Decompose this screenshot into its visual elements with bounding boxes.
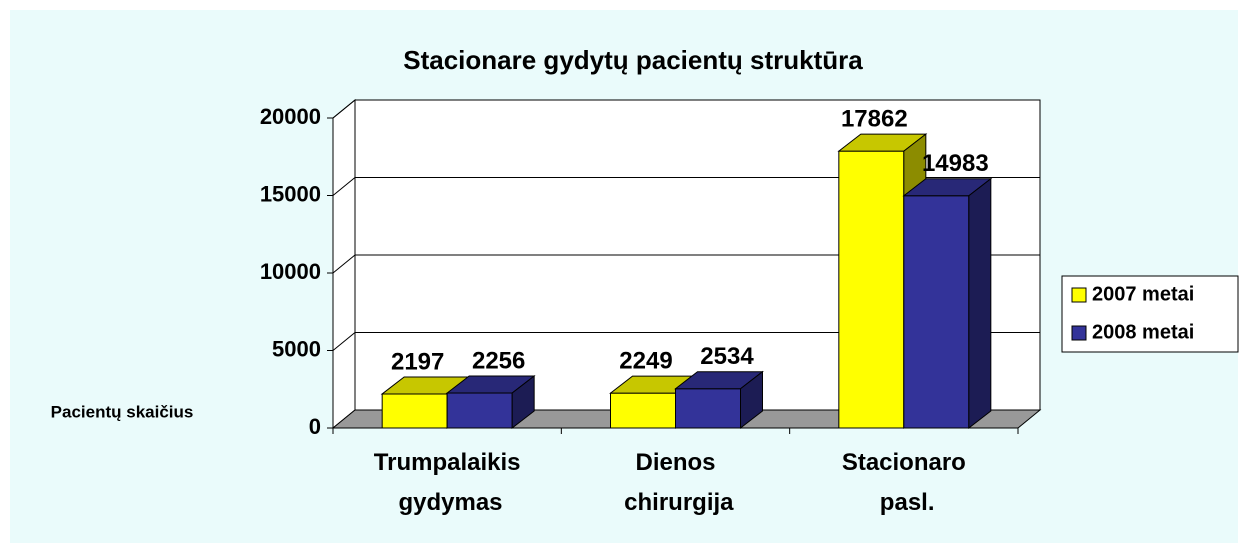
grid-line bbox=[332, 177, 1040, 196]
legend-swatch bbox=[1071, 287, 1087, 303]
y-axis-label: Pacientų skaičius bbox=[51, 402, 194, 421]
bar-front bbox=[675, 388, 741, 429]
grid-line bbox=[332, 254, 1040, 274]
data-label: 17862 bbox=[841, 105, 908, 132]
x-tick-label: Stacionaro pasl. bbox=[842, 449, 966, 516]
data-label: 2197 bbox=[391, 348, 444, 375]
bar-front bbox=[610, 392, 676, 429]
x-tick-label: Trumpalaikis gydymas bbox=[374, 449, 521, 516]
bar-front bbox=[446, 392, 513, 429]
x-tick-label: Dienos chirurgija bbox=[617, 449, 734, 516]
bar-front bbox=[381, 393, 448, 429]
legend-box bbox=[1061, 275, 1239, 353]
legend-label: 2008 metai bbox=[1092, 321, 1194, 343]
bar-side bbox=[968, 177, 992, 430]
grid-line bbox=[332, 332, 1040, 351]
y-tick-label: 10000 bbox=[260, 259, 321, 284]
bar-side bbox=[511, 375, 535, 430]
y-tick-label: 15000 bbox=[260, 181, 321, 206]
y-tick-label: 0 bbox=[309, 414, 321, 439]
bar-front bbox=[838, 150, 905, 429]
bar-side bbox=[740, 370, 763, 430]
grid-line bbox=[332, 99, 1040, 119]
legend-swatch bbox=[1071, 325, 1087, 341]
legend-label: 2007 metai bbox=[1092, 283, 1194, 305]
data-label: 2249 bbox=[619, 347, 672, 374]
y-tick-label: 5000 bbox=[272, 336, 321, 361]
chart-title: Stacionare gydytų pacientų struktūra bbox=[403, 45, 863, 75]
data-label: 2256 bbox=[472, 347, 525, 374]
y-tick-label: 20000 bbox=[260, 104, 321, 129]
data-label: 14983 bbox=[922, 150, 989, 177]
bar-front bbox=[903, 195, 970, 429]
data-label: 2534 bbox=[700, 343, 754, 370]
